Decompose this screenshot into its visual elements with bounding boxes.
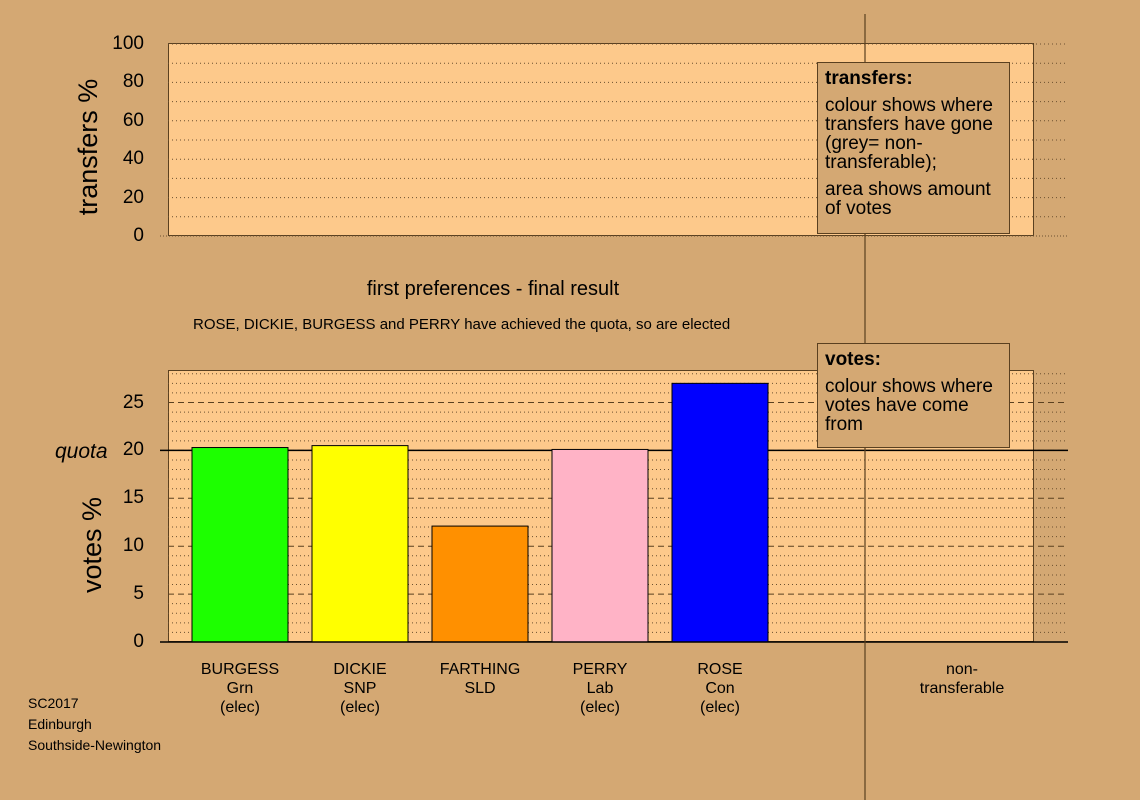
vote-bar-farthing	[431, 525, 529, 643]
non-transferable-line-2: transferable	[919, 680, 1005, 697]
candidate-name: DICKIE	[333, 661, 387, 678]
vote-bar-rose	[671, 382, 769, 643]
transfers-y-axis-label: transfers %	[73, 78, 103, 216]
candidate-status: (elec)	[579, 699, 620, 716]
candidate-name: FARTHING	[439, 661, 521, 678]
candidate-label-rose: ROSE Con (elec)	[660, 660, 780, 717]
transfers-y-tick: 40	[122, 148, 144, 170]
candidate-party: SLD	[464, 680, 496, 697]
candidate-name: BURGESS	[200, 661, 280, 678]
candidate-party: SNP	[343, 680, 377, 697]
transfers-y-tick: 100	[112, 33, 144, 54]
votes-y-tick: 5	[133, 583, 144, 605]
votes-chart-title: first preferences - final result	[366, 278, 620, 300]
transfers-y-tick: 0	[133, 225, 144, 246]
transfers-legend-text-2: area shows amount of votes	[825, 179, 991, 219]
candidate-label-perry: PERRY Lab (elec)	[540, 660, 660, 717]
election-info: SC2017 Edinburgh Southside-Newington	[28, 693, 161, 756]
candidate-label-burgess: BURGESS Grn (elec)	[180, 660, 300, 717]
votes-legend: votes: colour shows where votes have com…	[817, 343, 1010, 448]
votes-y-tick: 10	[122, 535, 144, 557]
election-id: SC2017	[28, 695, 79, 711]
transfers-y-tick: 60	[122, 109, 144, 131]
votes-y-tick: 25	[122, 391, 144, 413]
quota-label: quota	[55, 440, 108, 463]
council-name: Edinburgh	[28, 716, 92, 732]
non-transferable-label: non- transferable	[902, 660, 1022, 698]
votes-y-axis-label: votes %	[77, 496, 107, 594]
candidate-name: PERRY	[572, 661, 628, 678]
candidate-party: Grn	[226, 680, 254, 697]
votes-legend-title: votes:	[825, 349, 881, 370]
non-transferable-line-1: non-	[945, 661, 979, 678]
votes-y-tick: 15	[122, 487, 144, 509]
votes-y-tick: 20	[122, 439, 144, 461]
transfers-legend-text-1: colour shows where transfers have gone (…	[825, 95, 993, 173]
candidate-name: ROSE	[697, 661, 743, 678]
candidate-status: (elec)	[339, 699, 380, 716]
transfers-y-tick: 20	[122, 186, 144, 208]
transfers-legend: transfers: colour shows where transfers …	[817, 62, 1010, 234]
candidate-label-farthing: FARTHING SLD	[420, 660, 540, 698]
vote-bar-perry	[551, 448, 649, 643]
candidate-party: Lab	[586, 680, 614, 697]
votes-legend-text: colour shows where votes have come from	[825, 376, 993, 435]
vote-bar-dickie	[311, 445, 409, 643]
ward-name: Southside-Newington	[28, 737, 162, 753]
transfers-legend-title: transfers:	[825, 68, 913, 89]
vote-bar-burgess	[191, 447, 289, 643]
votes-chart-subtitle: ROSE, DICKIE, BURGESS and PERRY have ach…	[193, 316, 731, 333]
transfers-y-tick: 80	[122, 71, 144, 93]
candidate-status: (elec)	[699, 699, 740, 716]
votes-y-tick: 0	[133, 631, 144, 652]
candidate-party: Con	[705, 680, 735, 697]
candidate-label-dickie: DICKIE SNP (elec)	[300, 660, 420, 717]
candidate-status: (elec)	[219, 699, 260, 716]
